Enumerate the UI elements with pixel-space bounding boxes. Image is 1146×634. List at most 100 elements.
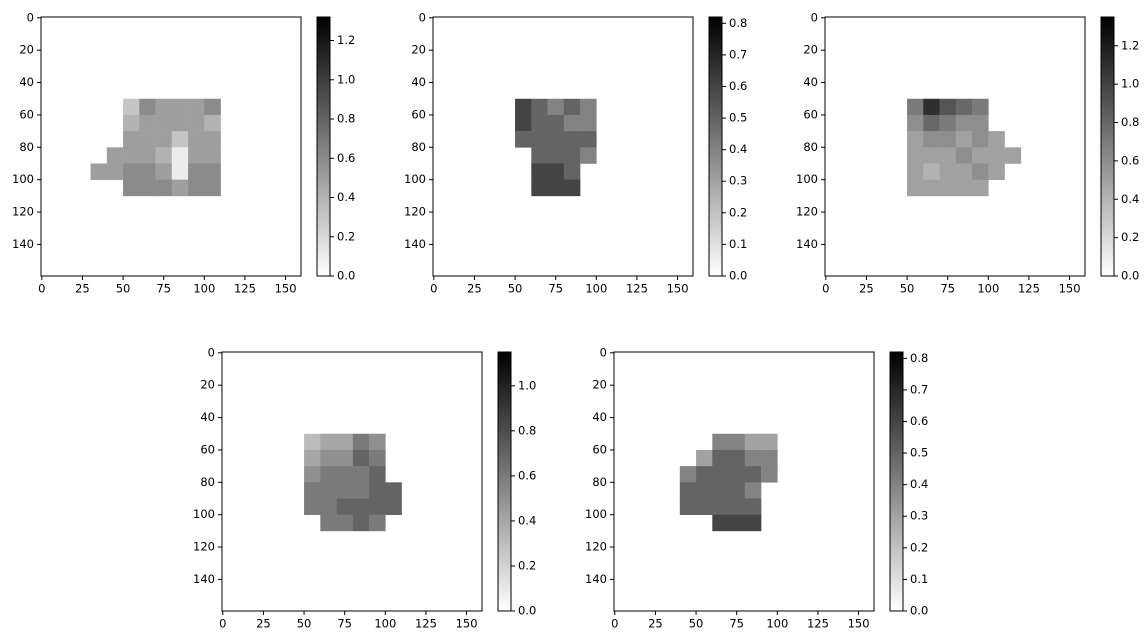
colorbar-tick-label: 0.1 [729, 237, 747, 251]
colorbar-tick-label: 0.4 [910, 477, 928, 491]
heat-cell [123, 179, 140, 197]
colorbar-tick-label: 0.6 [910, 414, 928, 428]
heat-cell [563, 131, 581, 148]
heat-cell [923, 179, 940, 197]
heat-cell [761, 433, 778, 451]
heat-cell [515, 114, 532, 132]
heat-cell [304, 449, 321, 467]
x-tick-label: 125 [1018, 282, 1040, 296]
y-tick-label: 60 [411, 107, 426, 121]
heat-cell [204, 147, 221, 164]
x-tick-label: 0 [38, 282, 45, 296]
colorbar-tick-label: 1.0 [518, 378, 536, 392]
heat-cell [320, 449, 337, 467]
y-tick-label: 80 [200, 475, 215, 489]
heat-cell [106, 147, 124, 164]
heat-cell [123, 131, 140, 148]
y-tick-label: 120 [585, 540, 607, 554]
y-tick-label: 140 [585, 572, 607, 586]
heat-cell [304, 498, 321, 515]
x-tick-label: 75 [548, 282, 563, 296]
heat-cell [123, 114, 140, 132]
x-tick-label: 125 [234, 282, 256, 296]
y-tick-label: 120 [404, 205, 426, 219]
colorbar-tick-label: 0.8 [518, 423, 536, 437]
colorbar [889, 351, 904, 612]
heat-cell [955, 131, 973, 148]
heat-cell [679, 466, 697, 483]
heat-cell [939, 131, 957, 148]
heat-cell [761, 466, 778, 483]
x-tick-label: 0 [822, 282, 829, 296]
heat-cell [744, 482, 762, 499]
colorbar-tick-label: 0.6 [729, 79, 747, 93]
y-tick-label: 0 [419, 10, 426, 24]
heat-cell [336, 466, 354, 483]
x-tick-label: 25 [467, 282, 482, 296]
colorbar-tick-label: 0.7 [729, 47, 747, 61]
y-tick-label: 60 [803, 107, 818, 121]
y-tick-label: 0 [27, 10, 34, 24]
y-tick-label: 20 [19, 43, 34, 57]
colorbar-tick-label: 0.2 [910, 540, 928, 554]
heat-cell [972, 98, 989, 116]
x-tick-label: 50 [297, 617, 312, 631]
heat-cell [336, 482, 354, 499]
heat-cell [385, 498, 402, 515]
colorbar-tick-label: 0.2 [518, 558, 536, 572]
heat-cell [369, 514, 386, 532]
heat-cell [563, 163, 581, 180]
heat-cell [547, 98, 565, 116]
y-tick-label: 80 [803, 140, 818, 154]
heat-cell [547, 131, 565, 148]
colorbar-tick-label: 0.2 [729, 205, 747, 219]
heat-cell [679, 482, 697, 499]
heat-cell [679, 498, 697, 515]
heat-cell [123, 147, 140, 164]
heat-cell [171, 131, 189, 148]
colorbar-tick-label: 0.4 [337, 190, 355, 204]
heat-cell [955, 98, 973, 116]
x-tick-label: 150 [848, 617, 870, 631]
colorbar-tick-label: 0.2 [337, 229, 355, 243]
colorbar-tick-label: 0.8 [1121, 115, 1139, 129]
x-tick-label: 50 [900, 282, 915, 296]
heat-cell [352, 514, 370, 532]
heat-cell [744, 466, 762, 483]
heat-cell [744, 514, 762, 532]
y-tick-label: 20 [200, 378, 215, 392]
colorbar-tick-label: 0.6 [337, 151, 355, 165]
colorbar-tick-label: 0.4 [1121, 192, 1139, 206]
y-tick-label: 20 [411, 43, 426, 57]
heat-cell [352, 433, 370, 451]
heat-cell [385, 482, 402, 499]
heat-cell [563, 147, 581, 164]
x-tick-label: 150 [1059, 282, 1081, 296]
heat-cell [907, 98, 924, 116]
colorbar-tick-label: 0.4 [729, 142, 747, 156]
heat-cell [696, 498, 713, 515]
heat-cell [955, 114, 973, 132]
x-tick-label: 50 [508, 282, 523, 296]
colorbar-tick-label: 0.4 [518, 513, 536, 527]
heat-cell [155, 98, 173, 116]
colorbar-tick-label: 0.5 [729, 111, 747, 125]
heat-cell [712, 449, 729, 467]
x-tick-label: 50 [689, 617, 704, 631]
heat-cell [336, 498, 354, 515]
heat-cell [139, 179, 156, 197]
heat-cell [972, 114, 989, 132]
heat-cell [531, 163, 548, 180]
heat-cell [123, 163, 140, 180]
y-tick-label: 80 [592, 475, 607, 489]
colorbar [1100, 16, 1115, 277]
heat-cell [939, 98, 957, 116]
heat-cell [369, 433, 386, 451]
heat-cell [106, 163, 124, 180]
heat-cell [155, 131, 173, 148]
y-tick-label: 0 [811, 10, 818, 24]
panel: 0 25 50 75 100 125 150 0 20 40 60 80 100 120 140 0.0 0.2… [796, 10, 1139, 295]
x-tick-label: 75 [156, 282, 171, 296]
x-tick-label: 100 [193, 282, 215, 296]
